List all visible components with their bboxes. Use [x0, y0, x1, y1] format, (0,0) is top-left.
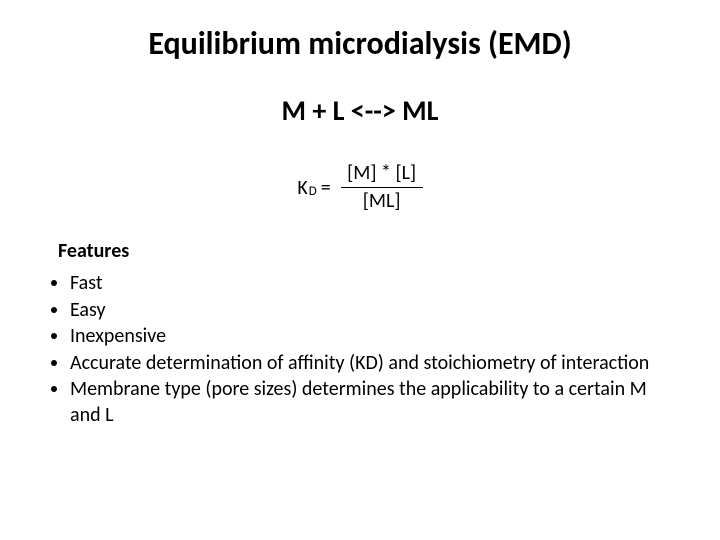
feature-item: Accurate determination of affinity (KD) … [70, 351, 678, 377]
kd-symbol-group: KD = [297, 176, 330, 200]
feature-item: Inexpensive [70, 324, 678, 350]
main-equation: M + L <--> ML [42, 93, 678, 128]
features-heading: Features [58, 239, 678, 263]
slide: Equilibrium microdialysis (EMD) M + L <-… [0, 0, 720, 540]
kd-equals: = [321, 176, 331, 200]
kd-numerator: [M] * [L] [343, 162, 420, 187]
feature-item: Easy [70, 298, 678, 324]
kd-denominator: [ML] [341, 187, 423, 213]
kd-subscript: D [309, 184, 317, 199]
kd-fraction: [M] * [L] [ML] [341, 162, 423, 213]
feature-item: Membrane type (pore sizes) determines th… [70, 377, 678, 428]
features-list: Fast Easy Inexpensive Accurate determina… [42, 271, 678, 429]
kd-equation: KD = [M] * [L] [ML] [42, 162, 678, 213]
kd-symbol: K [297, 176, 307, 200]
slide-title: Equilibrium microdialysis (EMD) [42, 24, 678, 63]
feature-item: Fast [70, 271, 678, 297]
